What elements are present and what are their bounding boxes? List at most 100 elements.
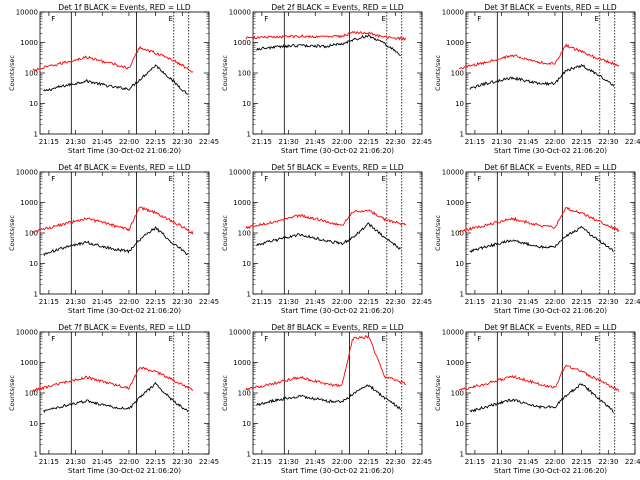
x-tick-label: 21:45: [92, 138, 112, 146]
x-tick-label: 22:00: [545, 138, 565, 146]
y-axis-label: Counts/sec: [8, 215, 16, 251]
x-tick-label: 21:30: [491, 138, 511, 146]
y-tick-label: 10: [455, 420, 464, 428]
series-black-events: [256, 222, 401, 250]
y-tick-label: 10000: [442, 9, 464, 17]
x-tick-label: 22:30: [598, 298, 618, 306]
panel-1: Det 1f BLACK = Events, RED = LLD 1 10 100 10…: [8, 3, 219, 155]
y-tick-label: 10000: [16, 169, 38, 177]
x-tick-label: 22:15: [146, 298, 166, 306]
x-tick-label: 21:15: [252, 458, 272, 466]
x-tick-label: 21:45: [305, 298, 325, 306]
marker-label-e: E: [594, 175, 598, 183]
panel-5: Det 5f BLACK = Events, RED = LLD 1 10 100 10…: [221, 163, 432, 315]
series-red-lld: [458, 364, 620, 392]
marker-label-f: F: [477, 335, 481, 343]
x-tick-label: 22:45: [412, 298, 432, 306]
x-tick-label: 21:15: [39, 138, 59, 146]
series-black-events: [43, 381, 189, 413]
y-tick-label: 1000: [446, 199, 464, 207]
x-tick-label: 22:30: [172, 298, 192, 306]
series-black-events: [469, 63, 615, 90]
x-tick-label: 21:45: [518, 458, 538, 466]
x-tick-label: 21:15: [39, 458, 59, 466]
y-tick-label: 10000: [229, 9, 251, 17]
y-axis-label: Counts/sec: [434, 375, 442, 411]
series-black-events: [43, 225, 189, 257]
x-axis-label: Start Time (30-Oct-02 21:06:20): [68, 307, 181, 315]
panel-title: Det 1f BLACK = Events, RED = LLD: [58, 3, 191, 12]
x-axis-label: Start Time (30-Oct-02 21:06:20): [494, 147, 607, 155]
series-red-lld: [458, 206, 620, 233]
marker-label-e: E: [168, 335, 172, 343]
y-tick-label: 1: [247, 291, 251, 299]
plot-frame: [252, 331, 423, 455]
x-tick-label: 21:15: [465, 138, 485, 146]
y-axis-label: Counts/sec: [434, 215, 442, 251]
x-tick-label: 22:30: [172, 458, 192, 466]
x-tick-label: 22:15: [572, 138, 592, 146]
plot-frame: [252, 11, 423, 135]
panel-3: Det 3f BLACK = Events, RED = LLD 1 10 100 10…: [434, 3, 640, 155]
y-tick-label: 10000: [442, 169, 464, 177]
y-tick-label: 100: [25, 230, 38, 238]
y-tick-label: 100: [25, 390, 38, 398]
series-black-events: [256, 34, 401, 56]
series-black-events: [469, 225, 614, 253]
panel-4: Det 4f BLACK = Events, RED = LLD 1 10 100 10…: [8, 163, 219, 315]
x-tick-label: 22:15: [359, 458, 379, 466]
x-tick-label: 21:45: [92, 298, 112, 306]
x-tick-label: 22:00: [332, 298, 352, 306]
x-tick-label: 22:45: [625, 458, 640, 466]
x-tick-label: 22:30: [172, 138, 192, 146]
y-tick-label: 1000: [446, 39, 464, 47]
x-tick-label: 22:30: [598, 458, 618, 466]
x-tick-label: 22:45: [412, 138, 432, 146]
x-tick-label: 22:15: [359, 298, 379, 306]
y-axis-label: Counts/sec: [221, 215, 229, 251]
x-tick-label: 22:00: [545, 458, 565, 466]
x-tick-label: 22:15: [146, 138, 166, 146]
marker-label-e: E: [594, 15, 598, 23]
x-tick-label: 22:30: [385, 458, 405, 466]
series-red-lld: [32, 366, 194, 392]
x-tick-label: 21:15: [465, 298, 485, 306]
panel-title: Det 3f BLACK = Events, RED = LLD: [484, 3, 617, 12]
y-tick-label: 10: [29, 100, 38, 108]
marker-label-f: F: [51, 15, 55, 23]
y-axis-label: Counts/sec: [221, 55, 229, 91]
y-tick-label: 1: [34, 291, 38, 299]
series-black-events: [469, 383, 614, 414]
panel-title: Det 5f BLACK = Events, RED = LLD: [271, 163, 404, 172]
x-tick-label: 22:00: [119, 458, 139, 466]
x-tick-label: 22:15: [572, 298, 592, 306]
y-tick-label: 1000: [233, 39, 251, 47]
plot-frame: [465, 171, 636, 295]
y-tick-label: 1000: [233, 199, 251, 207]
x-tick-label: 22:00: [119, 138, 139, 146]
series-red-lld: [32, 45, 194, 73]
y-tick-label: 10000: [229, 169, 251, 177]
series-red-lld: [245, 209, 407, 230]
marker-label-e: E: [381, 335, 385, 343]
y-tick-label: 100: [238, 390, 251, 398]
y-tick-label: 1000: [233, 359, 251, 367]
plot-frame: [465, 11, 636, 135]
marker-label-e: E: [594, 335, 598, 343]
x-axis-label: Start Time (30-Oct-02 21:06:20): [68, 467, 181, 475]
y-tick-label: 100: [451, 230, 464, 238]
x-tick-label: 22:15: [572, 458, 592, 466]
marker-label-e: E: [168, 175, 172, 183]
x-tick-label: 22:45: [199, 138, 219, 146]
y-tick-label: 100: [238, 70, 251, 78]
y-tick-label: 10: [455, 100, 464, 108]
x-tick-label: 22:30: [385, 298, 405, 306]
panel-title: Det 6f BLACK = Events, RED = LLD: [484, 163, 617, 172]
panel-title: Det 7f BLACK = Events, RED = LLD: [58, 323, 191, 332]
marker-label-f: F: [477, 15, 481, 23]
panel-6: Det 6f BLACK = Events, RED = LLD 1 10 100 10…: [434, 163, 640, 315]
x-tick-label: 21:30: [65, 458, 85, 466]
marker-label-f: F: [264, 335, 268, 343]
x-tick-label: 21:30: [278, 138, 298, 146]
y-tick-label: 1: [247, 131, 251, 139]
